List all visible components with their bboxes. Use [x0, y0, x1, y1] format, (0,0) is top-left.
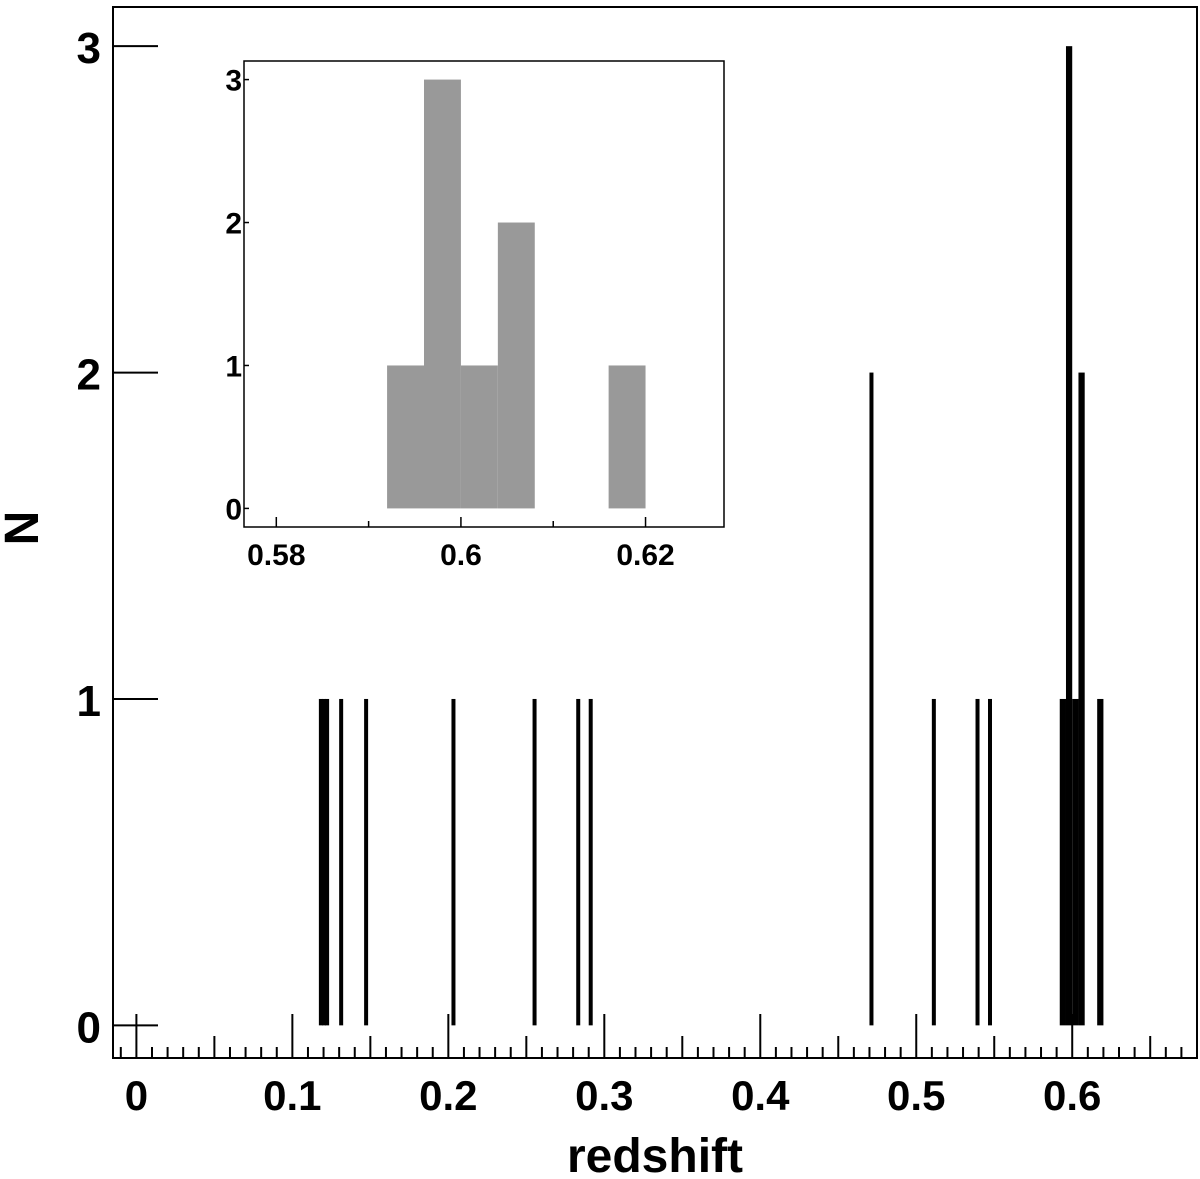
main-bar [576, 698, 581, 1026]
main-bar [1097, 698, 1104, 1026]
main-bar [532, 698, 537, 1026]
main-plot-frame [112, 6, 1198, 1059]
inset-axes: 0 1 2 3 0.58 0.6 0.62 [225, 65, 674, 572]
main-y-tick-label: 3 [77, 24, 101, 73]
inset-x-tick-label: 0.58 [247, 539, 305, 572]
main-bar [322, 698, 326, 1026]
main-bar [364, 698, 369, 1026]
main-x-tick-label: 0 [125, 1072, 148, 1119]
main-x-tick-label: 0.4 [731, 1072, 790, 1119]
x-axis-title: redshift [567, 1130, 743, 1179]
main-y-tick-label: 2 [77, 351, 101, 400]
inset-bar [497, 222, 535, 509]
main-histogram-bars [318, 46, 1104, 1026]
main-bar [325, 698, 330, 1026]
inset-bar [608, 365, 646, 509]
inset-x-tick-label: 0.62 [616, 539, 674, 572]
y-axis-title: N [0, 511, 49, 546]
main-bar [1078, 372, 1085, 1026]
main-x-tick-label: 0.3 [575, 1072, 633, 1119]
main-bar [339, 698, 344, 1026]
inset-panel: 0 1 2 3 0.58 0.6 0.62 [225, 60, 725, 572]
inset-y-tick-label: 3 [225, 65, 242, 98]
main-x-tick-label: 0.2 [419, 1072, 477, 1119]
main-bar [588, 698, 593, 1026]
main-bar [318, 698, 323, 1026]
inset-y-tick-label: 0 [225, 493, 242, 526]
main-x-tick-label: 0.1 [263, 1072, 321, 1119]
main-bar [975, 698, 980, 1026]
inset-x-tick-label: 0.6 [440, 539, 482, 572]
inset-histogram-bars [387, 79, 646, 509]
main-bar [931, 698, 936, 1026]
main-bar [451, 698, 456, 1026]
main-bar [988, 698, 992, 1026]
main-y-tick-label: 1 [77, 677, 101, 726]
main-axes: 0 1 2 3 0 0.1 0.2 0.3 0.4 0.5 0.6 [77, 24, 1183, 1119]
inset-y-tick-label: 2 [225, 208, 242, 241]
inset-bar [424, 79, 461, 509]
main-bar [1072, 698, 1079, 1026]
main-bar [869, 372, 874, 1026]
main-x-tick-label: 0.5 [887, 1072, 945, 1119]
inset-bar [387, 365, 424, 509]
main-y-tick-label: 0 [77, 1003, 101, 1052]
inset-plot-frame [243, 60, 725, 528]
inset-bar [460, 365, 498, 509]
inset-y-tick-label: 1 [225, 350, 242, 383]
main-x-tick-label: 0.6 [1043, 1072, 1101, 1119]
main-bar [1059, 698, 1066, 1026]
main-bar [1065, 46, 1073, 1026]
